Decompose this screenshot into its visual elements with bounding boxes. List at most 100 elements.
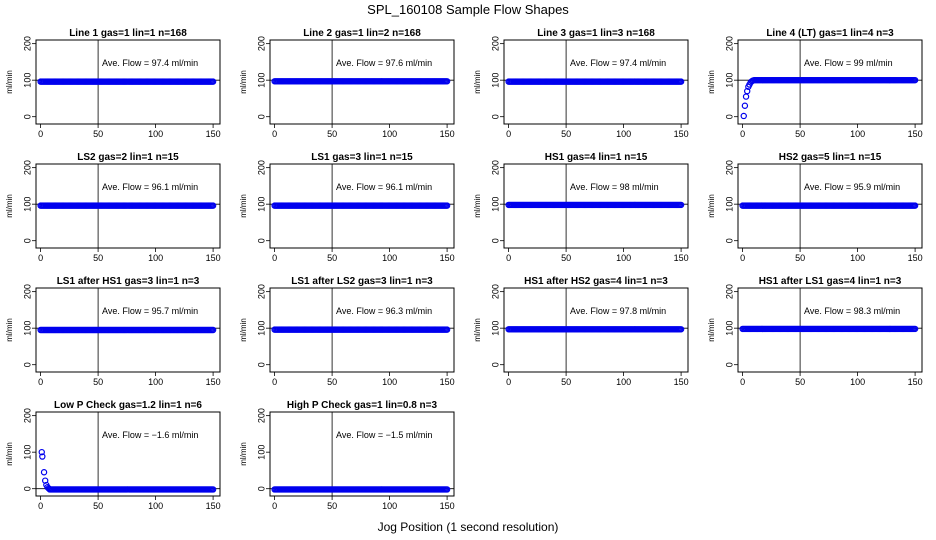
y-axis-label: ml/min [473,194,482,218]
panel-3: Line 3 gas=1 lin=3 n=168 ml/min Ave. Flow … [473,28,689,139]
y-tick-label: 100 [22,197,32,212]
panel-5: LS2 gas=2 lin=1 n=15 ml/min Ave. Flow = 96… [5,152,221,263]
x-tick-label: 50 [93,253,103,263]
plot-frame [737,287,923,373]
panel-title: Line 1 gas=1 lin=1 n=168 [69,28,187,39]
y-tick-label: 0 [22,486,32,491]
x-tick-label: 150 [440,129,455,139]
y-tick-label: 100 [724,73,734,88]
data-point [677,326,685,333]
x-tick-label: 50 [561,377,571,387]
x-tick-label: 150 [206,501,221,511]
x-tick-label: 150 [908,129,923,139]
data-point [677,78,685,85]
y-tick-label: 200 [256,284,266,299]
y-tick-label: 200 [22,408,32,423]
y-axis-label: ml/min [5,442,14,466]
ave-flow-annotation: Ave. Flow = 98.3 ml/min [804,306,900,316]
x-tick-label: 100 [850,129,865,139]
x-tick-label: 0 [38,129,43,139]
data-points [38,448,217,493]
x-tick-label: 50 [795,253,805,263]
y-axis-label: ml/min [239,70,248,94]
x-tick-label: 150 [674,253,689,263]
panel-14: High P Check gas=1 lin=0.8 n=3 ml/min Ave.… [239,400,455,511]
x-tick-label: 50 [561,253,571,263]
x-tick-label: 100 [382,129,397,139]
x-tick-label: 50 [93,129,103,139]
y-tick-label: 100 [490,321,500,336]
panel-9: LS1 after HS1 gas=3 lin=1 n=3 ml/min Ave. … [5,276,221,387]
x-tick-label: 0 [740,129,745,139]
figure-title: SPL_160108 Sample Flow Shapes [367,2,569,17]
x-tick-label: 100 [148,501,163,511]
x-tick-label: 0 [38,501,43,511]
x-tick-label: 100 [382,377,397,387]
data-point [209,202,217,209]
x-tick-label: 150 [674,377,689,387]
data-point [209,78,217,85]
y-tick-label: 0 [256,114,266,119]
x-tick-label: 50 [327,377,337,387]
y-tick-label: 0 [22,362,32,367]
y-tick-label: 200 [22,36,32,51]
x-tick-label: 0 [38,377,43,387]
x-tick-label: 100 [616,253,631,263]
x-tick-label: 50 [93,377,103,387]
y-axis-label: ml/min [239,194,248,218]
plot-frame [269,287,455,373]
ave-flow-annotation: Ave. Flow = 96.1 ml/min [102,182,198,192]
panel-title: LS1 after LS2 gas=3 lin=1 n=3 [291,276,433,287]
panel-title: High P Check gas=1 lin=0.8 n=3 [287,400,438,411]
ave-flow-annotation: Ave. Flow = 96.3 ml/min [336,306,432,316]
x-tick-label: 50 [327,253,337,263]
y-tick-label: 100 [724,197,734,212]
x-tick-label: 0 [272,501,277,511]
plot-frame [35,39,221,125]
y-tick-label: 100 [22,445,32,460]
panel-title: Line 3 gas=1 lin=3 n=168 [537,28,655,39]
plot-frame [269,163,455,249]
ave-flow-annotation: Ave. Flow = 95.7 ml/min [102,306,198,316]
y-tick-label: 0 [256,238,266,243]
plot-frame [35,411,221,497]
y-tick-label: 200 [22,284,32,299]
y-tick-label: 200 [724,284,734,299]
panel-title: Line 4 (LT) gas=1 lin=4 n=3 [766,28,894,39]
data-point [740,112,747,120]
y-tick-label: 200 [724,160,734,175]
panel-10: LS1 after LS2 gas=3 lin=1 n=3 ml/min Ave. … [239,276,455,387]
data-point [209,486,217,493]
panel-title: Line 2 gas=1 lin=2 n=168 [303,28,421,39]
panel-13: Low P Check gas=1.2 lin=1 n=6 ml/min Ave. … [5,400,221,511]
x-tick-label: 100 [148,129,163,139]
y-tick-label: 0 [490,238,500,243]
y-tick-label: 100 [256,73,266,88]
y-tick-label: 0 [724,238,734,243]
y-tick-label: 200 [724,36,734,51]
y-tick-label: 100 [724,321,734,336]
data-point [741,102,749,109]
y-tick-label: 0 [724,114,734,119]
y-tick-label: 100 [256,445,266,460]
data-points [271,326,451,333]
panel-7: HS1 gas=4 lin=1 n=15 ml/min Ave. Flow = 98… [473,152,689,263]
x-tick-label: 150 [674,129,689,139]
data-points [505,326,685,333]
panel-8: HS2 gas=5 lin=1 n=15 ml/min Ave. Flow = 95… [707,152,923,263]
ave-flow-annotation: Ave. Flow = −1.6 ml/min [102,430,198,440]
data-point [40,469,48,476]
ave-flow-annotation: Ave. Flow = 98 ml/min [570,182,659,192]
data-points [740,76,919,120]
ave-flow-annotation: Ave. Flow = 96.1 ml/min [336,182,432,192]
panel-11: HS1 after HS2 gas=4 lin=1 n=3 ml/min Ave. … [473,276,689,387]
x-tick-label: 150 [206,377,221,387]
x-axis-label: Jog Position (1 second resolution) [378,520,559,534]
data-points [505,78,685,85]
ave-flow-annotation: Ave. Flow = 97.6 ml/min [336,58,432,68]
ave-flow-annotation: Ave. Flow = −1.5 ml/min [336,430,432,440]
data-points [271,202,451,209]
y-tick-label: 0 [22,114,32,119]
y-tick-label: 200 [22,160,32,175]
